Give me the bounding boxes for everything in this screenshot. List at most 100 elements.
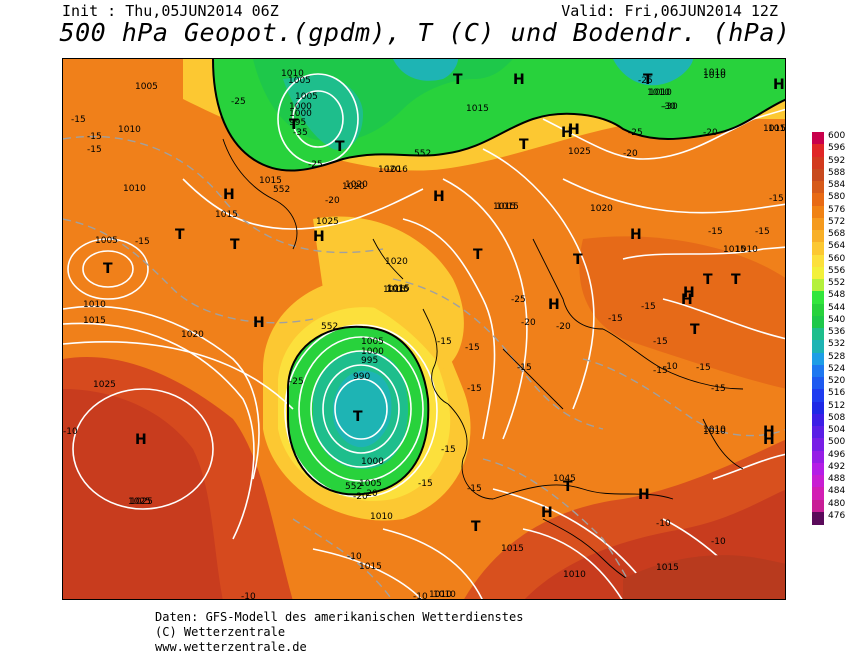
low-marker: T [703,272,713,288]
legend-label: 524 [828,363,846,374]
isobar-label: 1020 [342,182,365,192]
legend-label: 516 [828,388,846,399]
legend-row: 488 [812,474,850,488]
isobar-label: 990 [353,372,370,382]
legend-swatch [812,230,824,243]
legend-swatch [812,279,824,292]
temp-label: -15 [467,384,482,394]
temp-label: -20 [623,149,638,159]
high-marker: H [135,432,147,448]
temp-label: -20 [703,128,718,138]
legend-swatch [812,144,824,157]
legend-swatch [812,352,824,366]
isobar-label: 1015 [466,104,489,114]
legend-swatch [812,266,824,280]
footer-website: www.wetterzentrale.de [155,640,307,654]
isobar-label: 1016 [385,165,408,175]
isobar-label: 995 [289,118,306,128]
legend-label: 500 [828,437,846,448]
legend-row: 592 [812,156,850,170]
isobar-label: 1045 [553,474,576,484]
isobar-label: 1010 [563,570,586,580]
legend-label: 576 [828,204,846,215]
isobar-label: 1010 [649,88,672,98]
legend-swatch [812,401,824,415]
cold-pocket-greenland [283,74,363,150]
legend-label: 492 [828,461,846,472]
legend-label: 580 [828,192,846,203]
temp-label: -15 [711,384,726,394]
warm-area-east [579,236,785,389]
low-marker: T [643,72,653,88]
isobar-label: 1015 [359,562,382,572]
legend-label: 504 [828,425,846,435]
isobar-label: 1025 [128,497,151,507]
height-label: 552 [273,185,290,195]
isobar-label: 1020 [385,257,408,267]
legend-row: 556 [812,266,850,280]
legend-row: 560 [812,253,850,268]
temp-label: -15 [87,132,102,142]
isobar-label: 1015 [386,285,409,295]
isobar-label: 1005 [295,92,318,102]
legend-swatch [812,132,824,145]
legend-label: 596 [828,143,846,154]
isobar-label: 1015 [501,544,524,554]
isobar-label: 995 [361,356,378,366]
low-marker: T [563,479,573,495]
isobar-label: 1010 [123,184,146,194]
legend-swatch [812,487,824,500]
low-marker: T [353,409,363,425]
temp-label: -10 [241,592,256,600]
low-marker: T [473,247,483,263]
high-marker: H [223,187,235,203]
low-marker: T [335,139,345,155]
height-label: 552 [414,149,431,159]
legend-label: 560 [828,253,846,264]
low-marker: T [573,252,583,268]
temp-label: -15 [441,445,456,455]
legend-swatch [812,340,824,353]
legend-label: 552 [828,278,846,288]
legend-swatch [812,242,824,255]
low-marker: T [690,322,700,338]
legend-row: 516 [812,388,850,402]
isobar-labels: 1005 1010 1010 1005 1000 995 1015 1025 1… [83,68,785,600]
temp-label: -25 [308,160,323,170]
init-time: Init : Thu,05JUN2014 06Z [62,2,279,20]
low-marker: T [453,72,463,88]
legend-row: 568 [812,229,850,243]
legend-row: 500 [812,437,850,451]
legend-swatch [812,426,824,439]
temp-label: -10 [63,427,78,437]
height-labels: 552 552 552 552 [273,149,431,492]
legend-row: 492 [812,461,850,476]
isobar-label: 1015 [83,316,106,326]
legend-row: 584 [812,180,850,194]
high-marker: H [683,285,695,301]
legend-label: 508 [828,412,846,423]
temp-label: -15 [708,227,723,237]
temp-label: -15 [517,363,532,373]
temp-label: -15 [71,115,86,125]
legend-row: 524 [812,363,850,378]
temp-label: -15 [755,227,770,237]
temp-label: -15 [608,314,623,324]
valid-time: Valid: Fri,06JUN2014 12Z [561,2,778,20]
high-marker: H [773,77,785,93]
isobar-label: 1010 [429,590,452,600]
legend-swatch [812,499,824,513]
legend-swatch [812,389,824,402]
cold-pocket-northeast [613,59,693,86]
legend-swatch [812,303,824,317]
high-marker: H [681,292,693,308]
isobar-label: 1005 [359,479,382,489]
legend-row: 596 [812,143,850,157]
temp-label: -25 [628,128,643,138]
legend-label: 532 [828,339,846,350]
legend-swatch [812,193,824,206]
legend-row: 544 [812,303,850,317]
isobar-label: 1025 [316,217,339,227]
temp-label: -15 [653,366,668,376]
isobar-label: 1020 [181,330,204,340]
